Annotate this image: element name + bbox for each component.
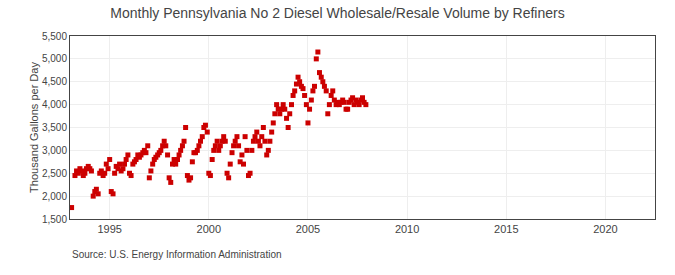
svg-text:2,500: 2,500 xyxy=(42,168,67,179)
svg-text:4,000: 4,000 xyxy=(42,99,67,110)
svg-text:2000: 2000 xyxy=(197,223,221,235)
svg-text:5,500: 5,500 xyxy=(42,31,67,42)
svg-text:2020: 2020 xyxy=(593,223,617,235)
svg-text:1,500: 1,500 xyxy=(42,214,67,225)
svg-text:3,000: 3,000 xyxy=(42,145,67,156)
svg-text:Monthly Pennsylvania No 2 Dies: Monthly Pennsylvania No 2 Diesel Wholesa… xyxy=(110,5,564,21)
svg-text:3,500: 3,500 xyxy=(42,122,67,133)
svg-text:Source: U.S. Energy Informatio: Source: U.S. Energy Information Administ… xyxy=(72,249,282,260)
svg-text:5,000: 5,000 xyxy=(42,53,67,64)
svg-text:4,500: 4,500 xyxy=(42,76,67,87)
svg-text:2,000: 2,000 xyxy=(42,191,67,202)
svg-text:1995: 1995 xyxy=(97,223,121,235)
svg-text:2005: 2005 xyxy=(296,223,320,235)
svg-text:Thousand Gallons per Day: Thousand Gallons per Day xyxy=(28,62,40,193)
svg-text:2010: 2010 xyxy=(395,223,419,235)
svg-text:2015: 2015 xyxy=(494,223,518,235)
